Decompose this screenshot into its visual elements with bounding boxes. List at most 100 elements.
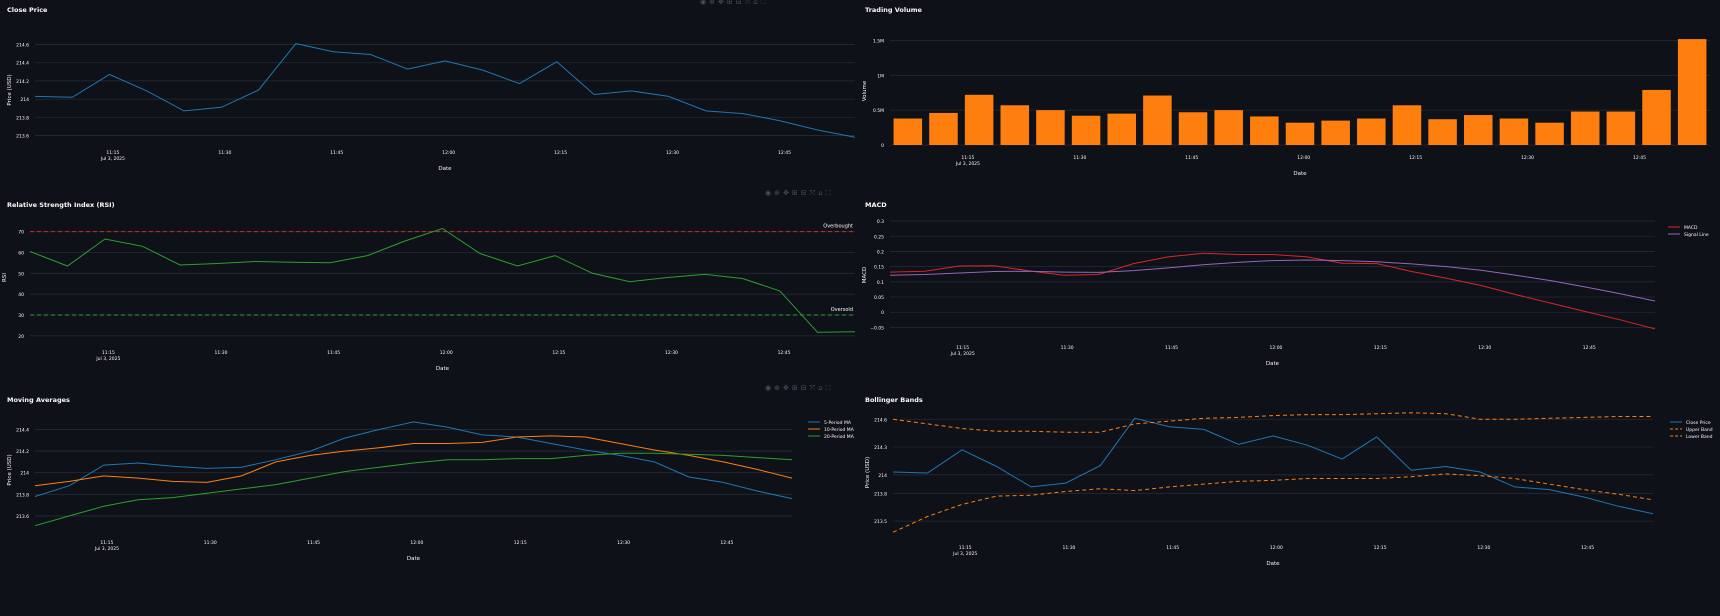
x-tick-label: 11:30	[215, 350, 228, 356]
fullscreen-icon[interactable]: ⛶	[760, 0, 769, 6]
volume-bar	[1642, 89, 1671, 145]
legend-label: 20-Period MA	[824, 434, 855, 440]
zoom-in-icon[interactable]: ⊞	[791, 384, 801, 392]
reset-axes-icon[interactable]: ⌂	[818, 189, 826, 197]
modebar[interactable]: ◉⊕✥⊞⊟⤧⌂⛶	[765, 384, 834, 393]
chart-title: Bollinger Bands	[865, 396, 923, 404]
camera-icon[interactable]: ◉	[765, 384, 775, 392]
x-date-label: Jul 3, 2025	[952, 551, 977, 557]
autoscale-icon[interactable]: ⤧	[809, 384, 819, 392]
y-tick-label: 214.2	[16, 79, 29, 85]
camera-icon[interactable]: ◉	[700, 0, 710, 6]
y-axis-title: Price (USD)	[7, 454, 13, 485]
volume-bar	[1285, 122, 1315, 145]
chart-title: MACD	[865, 201, 887, 209]
reset-axes-icon[interactable]: ⌂	[753, 0, 761, 6]
y-tick-label: 213.6	[16, 133, 29, 139]
zoom-in-icon[interactable]: ⊞	[726, 0, 736, 6]
legend-label: MACD	[1684, 225, 1698, 231]
modebar[interactable]: ◉⊕✥⊞⊟⤧⌂⛶	[700, 0, 769, 7]
x-tick-label: 12:15	[1374, 345, 1387, 351]
y-tick-label: 0	[881, 143, 884, 149]
y-tick-label: −0.05	[870, 325, 884, 331]
x-tick-label: 11:15	[961, 155, 974, 161]
pan-icon[interactable]: ✥	[782, 384, 792, 392]
x-tick-label: 12:00	[1269, 345, 1282, 351]
x-tick-label: 11:30	[218, 150, 231, 156]
x-tick-label: 11:15	[956, 345, 969, 351]
y-tick-label: 214.2	[16, 449, 29, 455]
y-tick-label: 50	[18, 271, 24, 277]
series-line	[29, 227, 856, 333]
zoom-out-icon[interactable]: ⊟	[800, 189, 810, 197]
chart-title: Trading Volume	[865, 6, 922, 14]
zoom-in-icon[interactable]: ⊞	[791, 189, 801, 197]
x-tick-label: 12:15	[1409, 155, 1422, 161]
zoom-icon[interactable]: ⊕	[774, 189, 783, 197]
y-tick-label: 40	[18, 292, 24, 298]
moving-averages-chart: Moving Averages ◉⊕✥⊞⊟⤧⌂⛶ 213.6 213.8 214 21…	[0, 384, 860, 570]
legend-label: 5-Period MA	[824, 420, 852, 426]
zoom-icon[interactable]: ⊕	[709, 0, 718, 6]
volume-bar	[1000, 105, 1030, 145]
x-axis-title: Date	[1266, 361, 1280, 367]
reference-line-label: Oversold	[831, 307, 853, 313]
x-tick-label: 11:45	[330, 150, 343, 156]
legend-label: Close Price	[1686, 420, 1711, 426]
macd-chart: MACD −0.05 0 0.05 0.1 0.15 0.2 0.25 0.3 11:15 Jul…	[860, 195, 1720, 375]
trading-volume-chart: Trading Volume 0 0.5M 1M 1.5M 11:15 Jul 3, 20…	[860, 0, 1720, 180]
x-tick-label: 11:30	[1061, 345, 1074, 351]
zoom-out-icon[interactable]: ⊟	[735, 0, 745, 6]
x-tick-label: 11:45	[1165, 345, 1178, 351]
volume-bar	[1570, 111, 1600, 145]
legend-label: Signal Line	[1684, 232, 1709, 238]
bollinger-bands-chart: Bollinger Bands 213.5 213.8 214 214.3 214.6 1…	[860, 390, 1720, 570]
volume-bar	[1036, 110, 1065, 145]
x-tick-label: 12:15	[1374, 545, 1387, 551]
series-line	[34, 43, 856, 138]
x-tick-label: 12:30	[617, 540, 630, 546]
x-tick-label: 12:00	[442, 150, 455, 156]
x-tick-label: 12:30	[666, 150, 679, 156]
zoom-out-icon[interactable]: ⊟	[800, 384, 810, 392]
fullscreen-icon[interactable]: ⛶	[825, 189, 834, 197]
y-tick-label: 214.4	[16, 427, 29, 433]
volume-bar	[1071, 115, 1101, 145]
autoscale-icon[interactable]: ⤧	[809, 189, 819, 197]
x-tick-label: 12:15	[554, 150, 567, 156]
pan-icon[interactable]: ✥	[717, 0, 727, 6]
volume-bar	[1677, 39, 1707, 145]
series-line	[34, 435, 793, 487]
y-tick-label: 214	[20, 97, 29, 103]
volume-bar	[893, 118, 923, 145]
camera-icon[interactable]: ◉	[765, 189, 775, 197]
y-tick-label: 0.1	[877, 280, 884, 286]
x-tick-label: 11:15	[959, 545, 972, 551]
y-tick-label: 214.4	[16, 61, 29, 67]
volume-bar	[1499, 118, 1529, 145]
x-tick-label: 11:45	[307, 540, 320, 546]
x-tick-label: 11:45	[327, 350, 340, 356]
x-tick-label: 12:45	[1583, 345, 1596, 351]
fullscreen-icon[interactable]: ⛶	[825, 384, 834, 392]
modebar[interactable]: ◉⊕✥⊞⊟⤧⌂⛶	[765, 189, 834, 198]
y-tick-label: 214.6	[874, 417, 887, 423]
volume-bar	[1321, 120, 1350, 145]
chart-title: Moving Averages	[7, 396, 70, 404]
volume-bar	[1250, 116, 1279, 145]
x-tick-label: 12:45	[720, 540, 733, 546]
y-axis-title: RSI	[2, 273, 8, 282]
series-line	[889, 252, 1656, 330]
volume-bar	[1535, 122, 1564, 145]
reset-axes-icon[interactable]: ⌂	[818, 384, 826, 392]
pan-icon[interactable]: ✥	[782, 189, 792, 197]
zoom-icon[interactable]: ⊕	[774, 384, 783, 392]
series-line	[892, 412, 1653, 433]
autoscale-icon[interactable]: ⤧	[744, 0, 754, 6]
